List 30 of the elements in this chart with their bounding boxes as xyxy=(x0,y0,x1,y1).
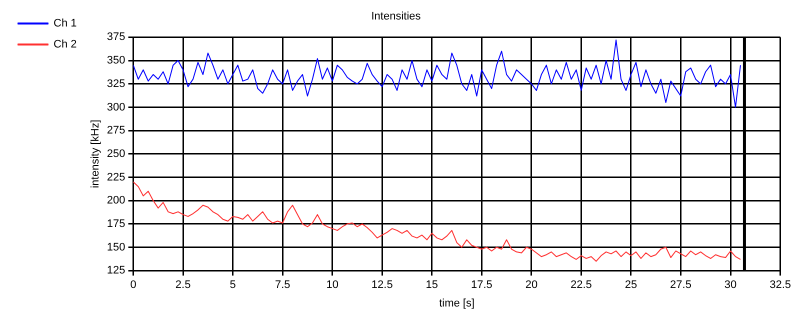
x-tick-label: 17.5 xyxy=(470,279,492,292)
x-tick-label: 15 xyxy=(426,279,438,292)
y-tick-label: 300 xyxy=(106,101,126,114)
x-tick-label: 20 xyxy=(525,279,538,292)
x-tick-label: 5 xyxy=(230,279,236,292)
x-tick-label: 7.5 xyxy=(274,279,290,292)
legend-label: Ch 2 xyxy=(54,38,77,51)
y-axis-title: intensity [kHz] xyxy=(89,120,102,188)
y-tick-label: 200 xyxy=(106,194,126,207)
y-tick-label: 175 xyxy=(106,218,126,230)
y-tick-label: 225 xyxy=(106,171,126,184)
y-tick-label: 275 xyxy=(106,124,126,137)
x-tick-label: 32.5 xyxy=(770,279,792,292)
y-tick-label: 150 xyxy=(106,241,126,254)
y-tick-label: 125 xyxy=(106,264,126,277)
x-tick-label: 2.5 xyxy=(175,279,191,292)
x-tick-label: 12.5 xyxy=(371,279,393,292)
chart-title: Intensities xyxy=(371,10,422,23)
y-tick-label: 375 xyxy=(106,31,126,44)
x-tick-label: 22.5 xyxy=(570,279,592,292)
y-tick-label: 250 xyxy=(106,148,126,160)
legend-label: Ch 1 xyxy=(54,18,77,30)
x-tick-label: 27.5 xyxy=(670,279,692,292)
y-tick-label: 350 xyxy=(106,54,126,67)
x-tick-label: 25 xyxy=(624,279,638,292)
x-axis-title: time [s] xyxy=(439,297,475,310)
x-tick-label: 30 xyxy=(724,279,737,292)
x-tick-label: 0 xyxy=(130,279,136,292)
y-tick-label: 325 xyxy=(106,78,126,90)
x-tick-label: 10 xyxy=(326,279,338,292)
